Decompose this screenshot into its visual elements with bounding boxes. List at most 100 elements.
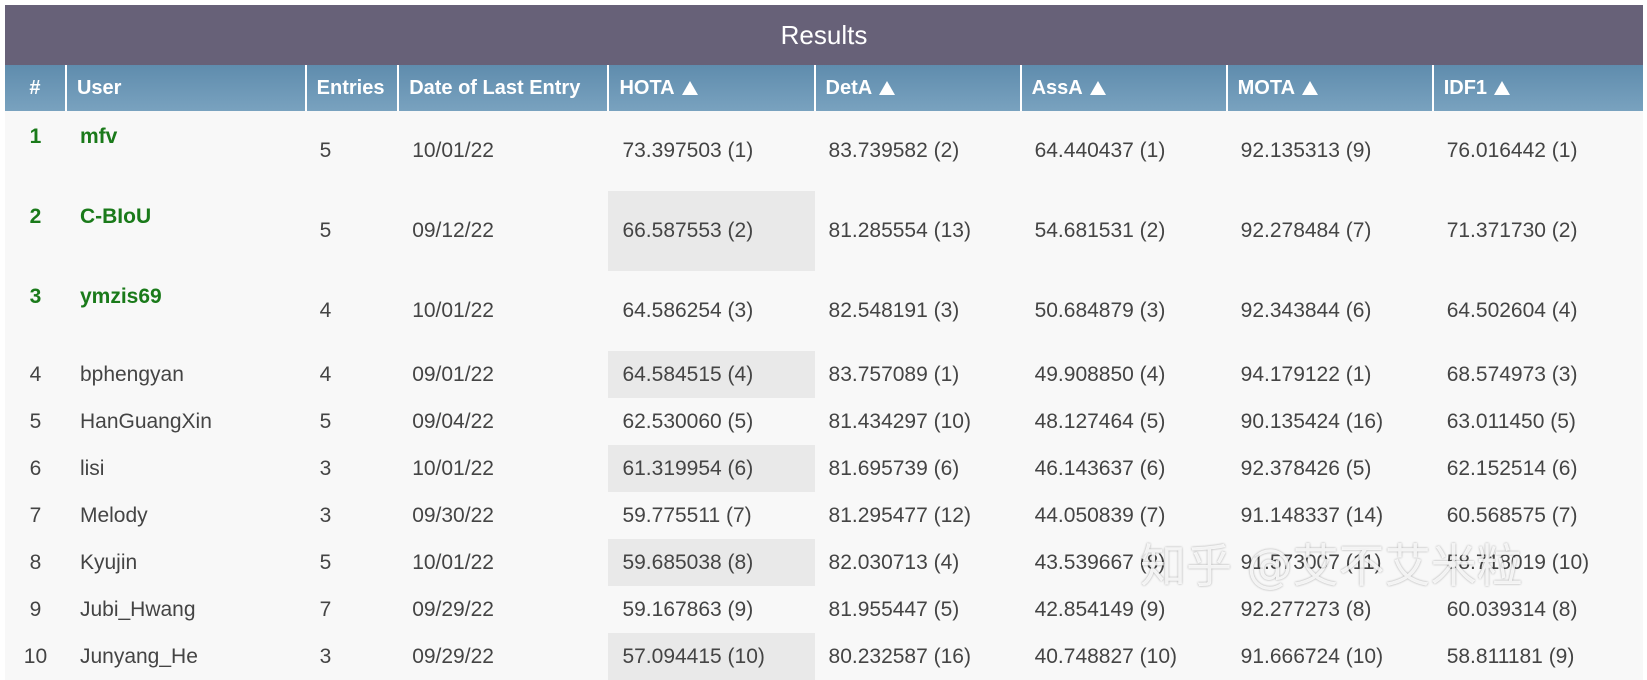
data-cell: 81.434297 (10) [828, 409, 971, 433]
data-cell: 10/01/22 [412, 456, 494, 480]
data-cell: 40.748827 (10) [1034, 644, 1178, 668]
data-cell: 5 [319, 409, 332, 433]
data-cell: 46.143637 (6) [1034, 456, 1166, 480]
sort-arrow[interactable] [1493, 80, 1511, 96]
data-cell: 82.030713 (4) [828, 550, 960, 574]
rank-cell: 5 [29, 409, 42, 433]
user-cell: C-BIoU [79, 205, 152, 228]
data-cell: 92.277273 (8) [1240, 597, 1372, 621]
data-cell: 59.775511 (7) [622, 503, 752, 527]
data-cell: 09/29/22 [412, 644, 494, 668]
data-cell: 50.684879 (3) [1034, 299, 1166, 322]
column-header: # [5, 65, 66, 111]
data-cell: 92.278484 (7) [1240, 219, 1372, 242]
column-header[interactable]: AssA [1019, 65, 1227, 111]
column-header[interactable]: DetA [813, 65, 1021, 111]
data-cell: 5 [319, 139, 332, 162]
column-header[interactable]: IDF1 [1431, 65, 1643, 111]
result-row: 9 Jubi_Hwang 7 09/29/22 59.167863 (9) 81.9554… [5, 586, 1643, 633]
data-cell: 76.016442 (1) [1446, 139, 1578, 162]
data-cell: 83.739582 (2) [828, 139, 960, 162]
data-cell: 73.397503 (1) [622, 139, 754, 162]
data-cell: 62.152514 (6) [1446, 456, 1578, 480]
column-header[interactable]: MOTA [1225, 65, 1433, 111]
data-cell: 09/29/22 [412, 597, 494, 621]
header-label: # [29, 76, 41, 99]
data-cell: 10/01/22 [412, 299, 494, 322]
header-label: MOTA [1237, 76, 1296, 99]
sort-arrow[interactable] [1089, 80, 1107, 96]
sort-arrow[interactable] [681, 80, 699, 96]
data-cell: 42.854149 (9) [1034, 597, 1166, 621]
data-cell: 10/01/22 [412, 550, 494, 574]
data-cell: 3 [319, 503, 332, 527]
results-table: # User Entries Date of Last Entry HOTA DetA As… [5, 65, 1643, 680]
rank-cell: 6 [29, 456, 42, 480]
user-cell: ymzis69 [79, 285, 162, 308]
data-cell: 4 [319, 362, 332, 386]
user-cell: Junyang_He [79, 644, 198, 668]
data-cell: 5 [319, 550, 332, 574]
header-label: HOTA [619, 76, 675, 99]
rank-cell: 3 [29, 285, 42, 308]
data-cell: 83.757089 (1) [828, 362, 960, 386]
rank-cell: 1 [29, 125, 42, 148]
result-row: 3 ymzis69 4 10/01/22 64.586254 (3) 82.548191 … [5, 271, 1643, 351]
sort-arrow-shape [879, 80, 896, 95]
data-cell: 68.574973 (3) [1446, 362, 1578, 386]
data-cell: 66.587553 (2) [608, 191, 815, 271]
data-cell: 64.440437 (1) [1034, 139, 1166, 162]
rank-cell: 8 [29, 550, 42, 574]
result-row: 1 mfv 5 10/01/22 73.397503 (1) 83.739582 (2) 6… [5, 111, 1643, 191]
data-cell: 64.502604 (4) [1446, 299, 1578, 322]
data-cell: 71.371730 (2) [1446, 219, 1578, 242]
data-cell: 59.685038 (8) [608, 539, 815, 586]
data-cell: 64.584515 (4) [608, 351, 815, 398]
column-header[interactable]: HOTA [607, 65, 815, 111]
column-header: User [64, 65, 306, 111]
result-row: 10 Junyang_He 3 09/29/22 57.094415 (10) 80.23… [5, 633, 1643, 680]
data-cell: 3 [319, 644, 332, 668]
data-cell: 91.573007 (11) [1240, 550, 1382, 574]
data-cell: 62.530060 (5) [622, 409, 754, 433]
rank-cell: 10 [23, 644, 48, 668]
data-cell: 49.908850 (4) [1034, 362, 1166, 386]
data-cell: 61.319954 (6) [608, 445, 815, 492]
data-cell: 5 [319, 219, 332, 242]
data-cell: 09/04/22 [412, 409, 494, 433]
sort-arrow[interactable] [878, 80, 896, 96]
data-cell: 81.295477 (12) [828, 503, 971, 527]
rank-cell: 7 [29, 503, 42, 527]
header-label: User [76, 76, 122, 99]
user-cell: lisi [79, 456, 105, 480]
column-header: Entries [304, 65, 399, 111]
data-cell: 82.548191 (3) [828, 299, 960, 322]
data-cell: 81.285554 (13) [828, 219, 971, 242]
data-cell: 81.955447 (5) [828, 597, 960, 621]
header-row: # User Entries Date of Last Entry HOTA DetA As… [5, 65, 1643, 111]
sort-arrow-shape [1494, 80, 1511, 95]
rank-cell: 4 [29, 362, 42, 386]
data-cell: 44.050839 (7) [1034, 503, 1166, 527]
user-cell: Melody [79, 503, 148, 527]
result-row: 8 Kyujin 5 10/01/22 59.685038 (8) 82.030713 (… [5, 539, 1643, 586]
user-cell: Jubi_Hwang [79, 597, 196, 621]
result-row: 5 HanGuangXin 5 09/04/22 62.530060 (5) 81.434… [5, 398, 1643, 445]
result-row: 2 C-BIoU 5 09/12/22 66.587553 (2) 81.285554 (… [5, 191, 1643, 271]
result-row: 7 Melody 3 09/30/22 59.775511 (7) 81.295477 (… [5, 492, 1643, 539]
table-body: 1 mfv 5 10/01/22 73.397503 (1) 83.739582 (2) 6… [5, 111, 1643, 680]
data-cell: 92.343844 (6) [1240, 299, 1372, 322]
panel-title: Results [5, 5, 1643, 65]
user-cell: Kyujin [79, 550, 138, 574]
data-cell: 91.148337 (14) [1240, 503, 1384, 527]
header-label: DetA [825, 76, 873, 99]
data-cell: 10/01/22 [412, 139, 494, 162]
data-cell: 48.127464 (5) [1034, 409, 1166, 433]
sort-arrow[interactable] [1301, 80, 1319, 96]
header-label: Date of Last Entry [409, 76, 581, 99]
watermark: 知乎 @艾不艾米粒 [1140, 539, 1523, 593]
header-label: IDF1 [1443, 76, 1488, 99]
data-cell: 58.811181 (9) [1446, 644, 1575, 668]
data-cell: 60.039314 (8) [1446, 597, 1578, 621]
results-panel: Results # User Entries Date of Last Entry HO… [5, 5, 1643, 680]
